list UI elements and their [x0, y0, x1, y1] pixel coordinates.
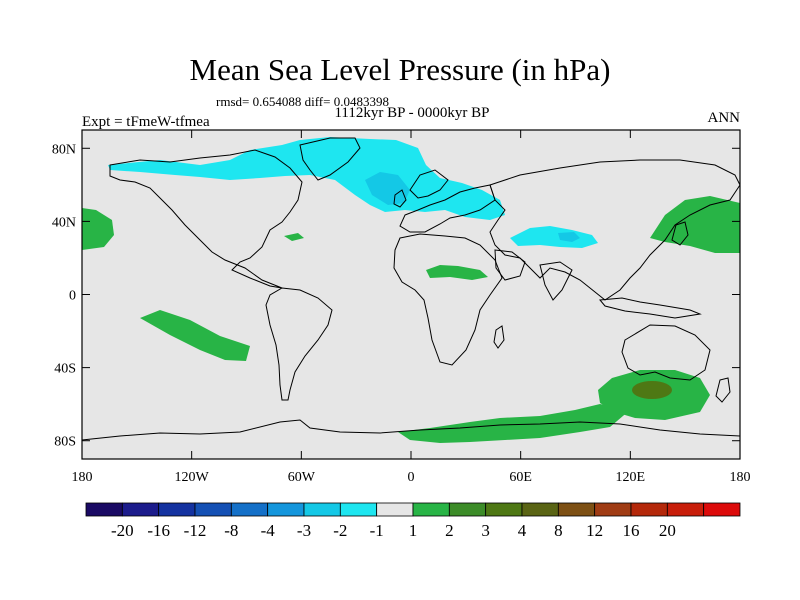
positive-anomaly-south-pacific: [140, 310, 250, 361]
colorbar-label: 3: [481, 521, 490, 540]
y-tick-label: 40N: [52, 215, 76, 230]
chart-title: Mean Sea Level Pressure (in hPa): [189, 52, 611, 87]
x-tick-label: 60W: [288, 470, 316, 485]
negative-anomaly-greenland-sea: [335, 140, 375, 165]
colorbar-label: 1: [409, 521, 418, 540]
coastline-north-america: [109, 149, 303, 289]
colorbar-label: -1: [370, 521, 384, 540]
colorbar-swatch: [666, 502, 705, 517]
colorbar-label: -8: [224, 521, 238, 540]
colorbar-swatch: [303, 502, 341, 517]
season-label: ANN: [708, 110, 741, 126]
y-tick-label: 0: [69, 289, 76, 304]
colorbar-label: 12: [586, 521, 603, 540]
coastlines: [81, 137, 741, 441]
anomaly-regions: [82, 137, 740, 443]
colorbar: -20 -16 -12 -8 -4 -3 -2 -1 1 2 3 4 8 12 16 20: [85, 502, 741, 540]
colorbar-swatch: [703, 502, 741, 517]
positive-anomaly-north-pacific-west: [82, 208, 114, 250]
coastline-british-isles: [393, 189, 407, 208]
coastline-new-zealand: [715, 377, 731, 403]
coastline-japan: [671, 221, 689, 246]
x-tick-label: 180: [72, 470, 93, 485]
positive-anomaly-core-south: [632, 381, 672, 399]
colorbar-label: -12: [184, 521, 207, 540]
colorbar-label: -4: [261, 521, 276, 540]
negative-anomaly-tibet: [558, 232, 580, 242]
colorbar-swatch: [194, 502, 232, 517]
colorbar-swatch: [158, 502, 196, 517]
coastline-indonesia: [599, 297, 702, 319]
negative-anomaly-scandinavia: [365, 172, 410, 205]
x-tick-label: 120W: [175, 470, 210, 485]
colorbar-swatch: [557, 502, 596, 517]
map-area: 180 120W 60W 0 60E 120E 180 80N 40N 0 40S 80S: [52, 129, 751, 485]
negative-anomaly-central-asia: [510, 226, 598, 248]
coastline-madagascar: [493, 325, 505, 349]
colorbar-swatch: [485, 502, 523, 517]
colorbar-label: 4: [518, 521, 527, 540]
colorbar-label: 20: [659, 521, 676, 540]
y-tick-label: 40S: [54, 362, 76, 377]
colorbar-swatch: [594, 502, 632, 517]
positive-anomaly-atlantic-small: [284, 233, 304, 241]
colorbar-swatch: [230, 502, 269, 517]
colorbar-swatch: [412, 502, 450, 517]
colorbar-label: -3: [297, 521, 311, 540]
coastline-greenland: [299, 137, 361, 181]
colorbar-label: 16: [623, 521, 640, 540]
colorbar-swatch: [85, 502, 123, 517]
y-tick-label: 80N: [52, 142, 76, 157]
positive-anomaly-sahara: [426, 265, 488, 280]
y-axis: 80N 40N 0 40S 80S: [52, 142, 740, 450]
coastline-scandinavia: [409, 169, 449, 199]
colorbar-label: -2: [333, 521, 347, 540]
colorbar-swatch: [521, 502, 559, 517]
x-axis: 180 120W 60W 0 60E 120E 180: [72, 130, 751, 485]
experiment-label: Expt = tFmeW-tfmea: [82, 114, 210, 130]
period-label: 1112kyr BP - 0000kyr BP: [334, 105, 489, 121]
coastline-australia: [621, 324, 711, 381]
x-tick-label: 180: [730, 470, 751, 485]
colorbar-swatch: [267, 502, 305, 517]
colorbar-swatch: [630, 502, 668, 517]
coastline-africa: [393, 233, 503, 366]
coastline-europe: [399, 184, 496, 233]
coastline-arabia: [494, 249, 526, 281]
x-tick-label: 60E: [509, 470, 532, 485]
colorbar-label: -16: [147, 521, 170, 540]
colorbar-swatch: [376, 502, 414, 517]
x-tick-label: 120E: [616, 470, 646, 485]
colorbar-label: 2: [445, 521, 454, 540]
stats-label: rmsd= 0.654088 diff= 0.0483398: [216, 94, 389, 109]
positive-anomaly-southern-ocean: [398, 404, 630, 443]
y-tick-label: 80S: [54, 435, 76, 450]
colorbar-label: -20: [111, 521, 134, 540]
coastline-south-america: [265, 287, 333, 401]
coastline-asia: [489, 159, 741, 301]
colorbar-label: 8: [554, 521, 563, 540]
coastline-india: [539, 261, 573, 301]
colorbar-swatch: [448, 502, 487, 517]
coastline-antarctica: [81, 419, 741, 441]
x-tick-label: 0: [408, 470, 415, 485]
colorbar-swatch: [121, 502, 160, 517]
colorbar-swatch: [339, 502, 378, 517]
